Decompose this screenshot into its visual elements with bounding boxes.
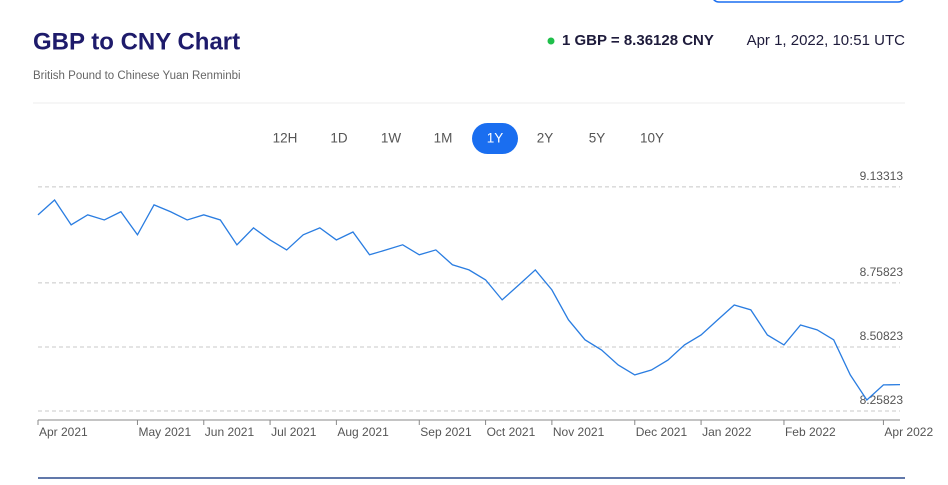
x-tick-label: Apr 2022 (884, 425, 933, 439)
tab-label: 5Y (589, 131, 606, 146)
tab[interactable]: 10Y (640, 131, 664, 146)
timestamp: Apr 1, 2022, 10:51 UTC (747, 32, 906, 49)
x-tick-label: Feb 2022 (785, 425, 836, 439)
tab[interactable]: 5Y (589, 131, 606, 146)
tab[interactable]: 1D (330, 131, 348, 146)
tab-label: 1Y (487, 131, 504, 146)
x-tick-label: Apr 2021 (39, 425, 88, 439)
tab[interactable]: 1Y (472, 123, 518, 154)
tab-label: 1W (381, 131, 402, 146)
tab-label: 2Y (537, 131, 554, 146)
x-tick-label: Jun 2021 (205, 425, 255, 439)
tab-label: 12H (273, 131, 298, 146)
y-tick-label: 8.75823 (860, 265, 904, 279)
rate: 1 GBP = 8.36128 CNY (562, 32, 714, 49)
x-tick-label: May 2021 (138, 425, 191, 439)
title: GBP to CNY Chart (33, 28, 240, 55)
tab[interactable]: 1W (381, 131, 402, 146)
tab[interactable]: 1M (434, 131, 453, 146)
x-tick-label: Jul 2021 (271, 425, 317, 439)
x-tick-label: Nov 2021 (553, 425, 605, 439)
x-tick-label: Dec 2021 (636, 425, 688, 439)
live-dot (547, 37, 555, 45)
tab[interactable]: 2Y (537, 131, 554, 146)
x-tick-label: Aug 2021 (337, 425, 389, 439)
x-tick-label: Jan 2022 (702, 425, 752, 439)
subtitle: British Pound to Chinese Yuan Renminbi (33, 70, 241, 82)
x-tick-label: Sep 2021 (420, 425, 472, 439)
y-tick-label: 8.50823 (860, 329, 904, 343)
tab[interactable]: 12H (273, 131, 298, 146)
y-tick-label: 9.13313 (860, 169, 904, 183)
x-tick-label: Oct 2021 (487, 425, 536, 439)
tab-bar: 12H 1D 1W 1M 1Y 2Y 5Y 10Y (273, 123, 664, 154)
tab-active-bg (472, 123, 518, 154)
tab-label: 1M (434, 131, 453, 146)
top-button-edge (713, 0, 904, 3)
rate-line (37, 198, 901, 402)
tab-label: 1D (330, 131, 348, 146)
tab-label: 10Y (640, 131, 664, 146)
